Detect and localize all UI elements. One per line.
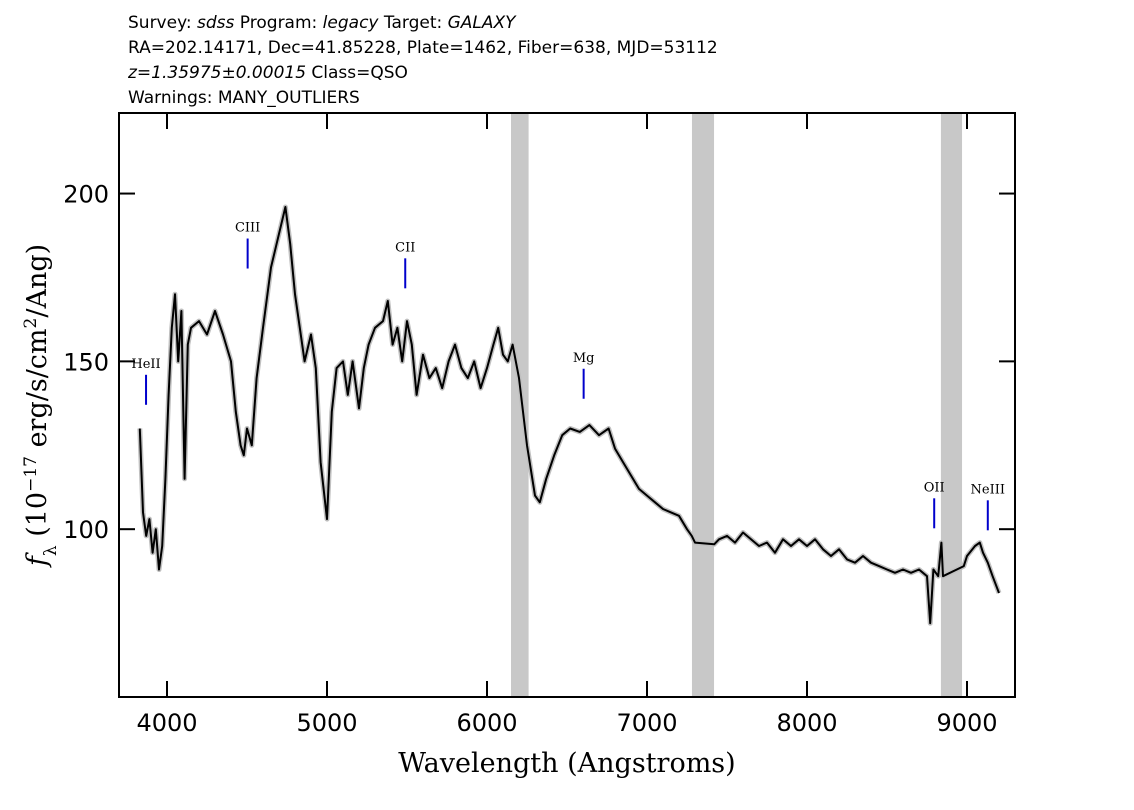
x-tick-label: 8000 bbox=[776, 709, 837, 737]
header-text: Program: bbox=[234, 13, 322, 33]
line-label: Mg bbox=[573, 351, 595, 366]
masked-region bbox=[691, 113, 715, 697]
header-text: GALAXY bbox=[448, 13, 518, 33]
header-line: z=1.35975±0.00015 Class=QSO bbox=[127, 63, 408, 83]
x-tick-label: 5000 bbox=[296, 709, 357, 737]
x-tick-label: 4000 bbox=[136, 709, 197, 737]
header-line: Survey: sdss Program: legacy Target: GAL… bbox=[128, 13, 517, 33]
line-label: CII bbox=[395, 240, 415, 255]
y-label-text: 2 bbox=[21, 318, 41, 329]
y-label-text: f bbox=[22, 552, 53, 568]
y-tick-label: 100 bbox=[63, 516, 109, 544]
header-text: legacy bbox=[323, 13, 380, 33]
x-tick-label: 9000 bbox=[936, 709, 997, 737]
header-text: RA=202.14171, Dec=41.85228, Plate=1462, … bbox=[128, 38, 718, 58]
line-label: CIII bbox=[235, 221, 260, 236]
y-label-text: erg/s/cm bbox=[22, 328, 53, 456]
header-text: Warnings: MANY_OUTLIERS bbox=[128, 88, 360, 108]
header-text: Target: bbox=[378, 13, 447, 33]
y-tick-label: 200 bbox=[63, 181, 109, 209]
masked-region bbox=[940, 113, 963, 697]
header-line: RA=202.14171, Dec=41.85228, Plate=1462, … bbox=[128, 38, 718, 58]
x-axis-label: Wavelength (Angstroms) bbox=[398, 748, 735, 779]
y-label-text: λ bbox=[41, 545, 61, 556]
x-tick-label: 6000 bbox=[456, 709, 517, 737]
y-label-text: /Ang) bbox=[22, 244, 53, 318]
line-label: HeII bbox=[131, 357, 160, 372]
header-text: z=1.35975±0.00015 bbox=[127, 63, 306, 83]
y-axis-label: fλ (10−17 erg/s/cm2/Ang) bbox=[21, 244, 61, 568]
y-label-text: (10 bbox=[22, 492, 53, 545]
plot-frame bbox=[118, 112, 1016, 698]
header-text: Class=QSO bbox=[306, 63, 408, 83]
header-text: sdss bbox=[197, 13, 235, 33]
x-tick-label: 7000 bbox=[616, 709, 677, 737]
y-tick-label: 150 bbox=[63, 348, 109, 376]
line-label: NeIII bbox=[971, 482, 1005, 497]
line-label: OII bbox=[924, 480, 945, 495]
header-text: Survey: bbox=[128, 13, 197, 33]
spectrum-line bbox=[138, 206, 1000, 625]
header-line: Warnings: MANY_OUTLIERS bbox=[128, 88, 360, 108]
y-label-text: −17 bbox=[21, 456, 41, 492]
